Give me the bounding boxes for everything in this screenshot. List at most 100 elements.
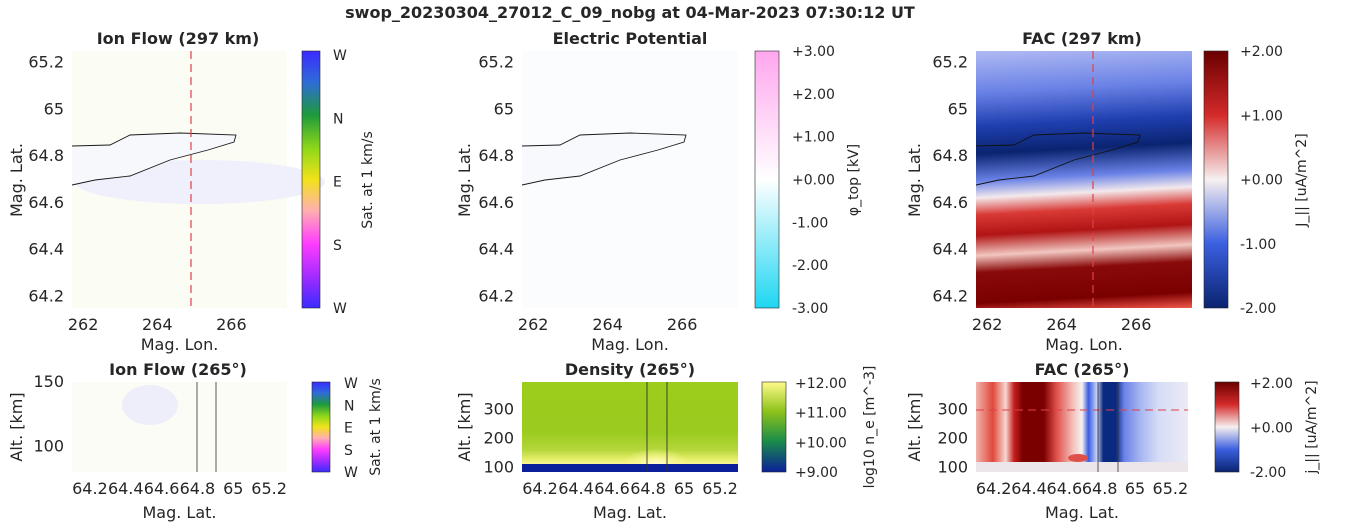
y-tick-label: 64.2 — [478, 286, 514, 305]
y-tick-label: 64.6 — [932, 193, 968, 212]
x-tick-label: 264 — [1046, 315, 1077, 334]
colorbar-tick-label: E — [344, 421, 353, 437]
ylabel: Mag. Lat. — [7, 143, 26, 217]
y-tick-label: 200 — [483, 429, 514, 448]
x-tick-label: 64.8 — [630, 479, 666, 498]
x-tick-label: 64.4 — [1011, 479, 1047, 498]
panel-title: Density (265°) — [565, 360, 695, 379]
colorbar-tick-label: E — [333, 175, 342, 191]
y-tick-label: 65 — [494, 99, 514, 118]
panel-density: Density (265°) 64.2 64.4 64.6 64.8 65 65.2 100… — [455, 360, 878, 522]
y-tick-label: 64.4 — [28, 240, 64, 259]
y-tick-label: 100 — [937, 458, 968, 477]
fac-low-band — [976, 462, 1188, 472]
panel-ion-flow-bottom: Ion Flow (265°) 64.2 64.4 64.6 64.8 65 65.2 10… — [7, 360, 384, 522]
y-tick-label: 64.8 — [932, 146, 968, 165]
xlabel: Mag. Lon. — [1045, 335, 1123, 354]
colorbar-tick-label: N — [344, 398, 354, 414]
colorbar-tick-label: +9.00 — [795, 465, 838, 481]
x-tick-label: 266 — [667, 315, 698, 334]
colorbar — [301, 50, 321, 309]
y-tick-label: 65.2 — [28, 53, 64, 72]
colorbar-tick-label: -3.00 — [792, 301, 828, 317]
colorbar-label: φ_top [kV] — [846, 144, 862, 216]
x-tick-label: 64.6 — [594, 479, 630, 498]
y-tick-label: 65 — [948, 99, 968, 118]
colorbar-tick-label: +2.00 — [792, 87, 835, 103]
heatmap-background — [522, 51, 738, 308]
y-tick-label: 100 — [33, 436, 64, 455]
x-tick-label: 264 — [592, 315, 623, 334]
colorbar-tick-label: S — [333, 238, 342, 254]
panel-title: FAC (265°) — [1035, 360, 1130, 379]
colorbar — [311, 381, 331, 473]
x-tick-label: 266 — [1121, 315, 1152, 334]
colorbar-tick-label: W — [344, 465, 358, 481]
heatmap-background — [72, 382, 287, 472]
y-tick-label: 64.8 — [28, 146, 64, 165]
colorbar-tick-label: +0.00 — [792, 173, 835, 189]
ylabel: Alt. [km] — [7, 392, 26, 461]
x-tick-label: 65.2 — [702, 479, 738, 498]
ylabel: Mag. Lat. — [455, 143, 474, 217]
panel-electric-potential: Electric Potential 262 264 266 64.2 64.4 64.6… — [455, 29, 862, 354]
heatmap-flow-patch — [122, 385, 178, 425]
panel-title: FAC (297 km) — [1022, 29, 1142, 48]
y-tick-label: 64.4 — [932, 240, 968, 259]
colorbar-tick-label: +1.00 — [792, 130, 835, 146]
colorbar-tick-label: +2.00 — [1250, 376, 1293, 392]
x-tick-label: 64.2 — [522, 479, 558, 498]
y-tick-label: 65.2 — [932, 53, 968, 72]
colorbar — [1203, 50, 1229, 309]
x-tick-label: 262 — [518, 315, 549, 334]
y-tick-label: 100 — [483, 458, 514, 477]
colorbar — [1214, 381, 1240, 473]
y-tick-label: 64.6 — [28, 193, 64, 212]
panel-fac-top: FAC (297 km) 262 264 266 64.2 64.4 64.6 64.8 65… — [905, 29, 1310, 354]
figure-title: swop_20230304_27012_C_09_nobg at 04-Mar-… — [345, 3, 915, 22]
arc-contour — [521, 132, 687, 186]
xlabel: Mag. Lat. — [1045, 503, 1119, 522]
x-tick-label: 65.2 — [251, 479, 287, 498]
x-tick-label: 65 — [1125, 479, 1145, 498]
xlabel: Mag. Lon. — [141, 335, 219, 354]
panel-ion-flow-top: Ion Flow (297 km) 262 264 266 64.2 64.4 64.6 6… — [7, 29, 376, 354]
x-tick-label: 65.2 — [1153, 479, 1189, 498]
x-tick-label: 64.8 — [180, 479, 216, 498]
colorbar-label: J_|| [uA/m^2] — [1294, 133, 1310, 227]
ylabel: Alt. [km] — [455, 392, 474, 461]
colorbar-tick-label: +0.00 — [1250, 421, 1293, 437]
colorbar-tick-label: W — [344, 376, 358, 392]
colorbar-tick-label: +0.00 — [1240, 173, 1283, 189]
colorbar-tick-label: S — [344, 443, 353, 459]
x-tick-label: 64.6 — [1047, 479, 1083, 498]
y-tick-label: 300 — [483, 400, 514, 419]
x-tick-label: 64.2 — [72, 479, 108, 498]
colorbar-label: j_|| [uA/m^2] — [1304, 380, 1320, 474]
panel-fac-bottom: FAC (265°) 64.2 64.4 64.6 64.8 65 65.2 100 200 3… — [905, 360, 1320, 522]
colorbar-tick-label: W — [333, 48, 347, 64]
ylabel: Alt. [km] — [905, 392, 924, 461]
x-tick-label: 264 — [142, 315, 173, 334]
x-tick-label: 64.8 — [1082, 479, 1118, 498]
colorbar-label: log10 n_e [m^-3] — [862, 366, 878, 489]
colorbar-tick-label: -2.00 — [792, 258, 828, 274]
x-tick-label: 64.6 — [144, 479, 180, 498]
y-tick-label: 300 — [937, 400, 968, 419]
y-tick-label: 64.2 — [932, 286, 968, 305]
y-tick-label: 64.2 — [28, 286, 64, 305]
colorbar-tick-label: W — [333, 301, 347, 317]
density-enhancement — [622, 439, 690, 471]
colorbar-tick-label: +12.00 — [795, 376, 847, 392]
y-tick-label: 64.8 — [478, 146, 514, 165]
colorbar-tick-label: N — [333, 111, 343, 127]
xlabel: Mag. Lat. — [142, 503, 216, 522]
arc-contour — [71, 132, 237, 186]
xlabel: Mag. Lon. — [591, 335, 669, 354]
arc-contour — [975, 132, 1141, 186]
colorbar-tick-label: +1.00 — [1240, 108, 1283, 124]
fac-low-patch — [1068, 454, 1088, 462]
panel-title: Ion Flow (297 km) — [97, 29, 260, 48]
x-tick-label: 65 — [674, 479, 694, 498]
